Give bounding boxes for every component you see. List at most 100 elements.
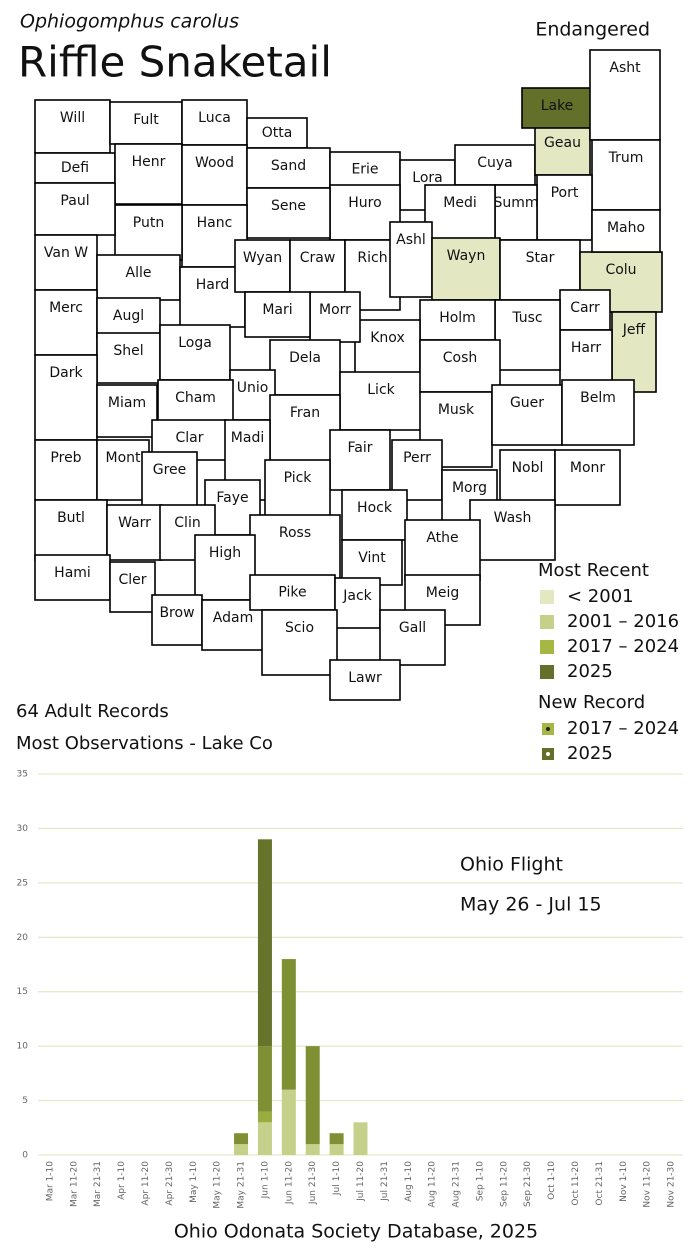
county <box>106 504 163 561</box>
legend-label: < 2001 <box>567 586 634 607</box>
county <box>34 554 111 601</box>
x-tick-label: Nov 21-30 <box>667 1161 677 1208</box>
county-label: Hanc <box>197 215 233 231</box>
y-tick-label: 20 <box>17 933 29 943</box>
county-label: Brow <box>159 605 194 621</box>
most-observations: Most Observations - Lake Co <box>16 733 273 754</box>
x-tick-label: Mar 11-20 <box>69 1161 79 1207</box>
county-label: Belm <box>580 390 616 406</box>
county <box>334 577 381 629</box>
county-label: Henr <box>132 154 166 170</box>
county <box>34 499 108 561</box>
county-label: Wood <box>195 155 234 171</box>
x-tick-label: Aug 1-10 <box>404 1161 414 1202</box>
county-label: Augl <box>113 308 144 324</box>
footer: Ohio Odonata Society Database, 2025 <box>174 1221 538 1243</box>
county <box>34 182 116 236</box>
county-label: Dela <box>289 350 321 366</box>
county-label: Unio <box>237 380 269 396</box>
county <box>246 117 308 149</box>
x-tick-label: Mar 1-10 <box>45 1161 55 1202</box>
county-label: Sand <box>271 158 306 174</box>
county <box>96 439 150 501</box>
county-label: Cosh <box>443 350 478 366</box>
county-label: Cler <box>118 572 146 588</box>
legend-title: Most Recent <box>538 560 649 581</box>
y-tick-label: 0 <box>22 1151 28 1161</box>
county <box>194 534 256 601</box>
county-label: Otta <box>262 125 293 141</box>
county-label: Port <box>551 185 579 201</box>
x-tick-label: Sep 11-20 <box>499 1161 509 1207</box>
x-tick-label: Aug 11-20 <box>428 1161 438 1208</box>
legend-label: 2017 – 2024 <box>567 718 679 739</box>
county-label: Warr <box>118 515 151 531</box>
status: Endangered <box>535 19 650 41</box>
legend-label: 2001 – 2016 <box>567 611 679 632</box>
county-label: Meig <box>426 585 459 601</box>
county-label: Clin <box>174 515 200 531</box>
legend-dot <box>546 752 550 756</box>
county-label: Gree <box>153 462 187 478</box>
x-tick-label: Aug 21-31 <box>452 1161 462 1208</box>
common-name: Riffle Snaketail <box>18 38 332 87</box>
county <box>34 234 98 291</box>
county-label: Morg <box>452 480 487 496</box>
county-label: Huro <box>348 195 381 211</box>
county-label: Ashl <box>396 232 426 248</box>
county <box>521 87 593 129</box>
bar <box>281 959 296 1090</box>
record-count: 64 Adult Records <box>16 701 169 722</box>
county-label: Defi <box>61 160 89 176</box>
bar <box>353 1122 368 1155</box>
legend-label: 2017 – 2024 <box>567 636 679 657</box>
county <box>249 514 341 586</box>
bar <box>257 1111 272 1123</box>
legend-swatch <box>540 615 554 629</box>
county-label: Lora <box>412 170 442 186</box>
county-label: Miam <box>108 395 146 411</box>
x-tick-label: May 21-31 <box>237 1161 247 1209</box>
bar <box>234 1133 249 1145</box>
county <box>494 299 561 371</box>
county-label: Wyan <box>243 250 282 266</box>
county-label: Star <box>526 250 555 266</box>
county-label: Musk <box>438 402 475 418</box>
county-label: Rich <box>357 250 387 266</box>
county <box>554 449 621 506</box>
county <box>96 332 161 384</box>
county-label: Erie <box>351 162 378 178</box>
county <box>264 459 331 521</box>
county-label: High <box>209 545 241 561</box>
county-label: Guer <box>510 395 544 411</box>
x-tick-label: Nov 1-10 <box>619 1161 629 1202</box>
county-label: Van W <box>44 245 88 261</box>
bar <box>329 1144 344 1155</box>
county-label: Gall <box>399 620 426 636</box>
county <box>34 99 111 154</box>
county-label: Medi <box>443 195 476 211</box>
county <box>157 379 234 426</box>
legend-swatch <box>540 590 554 604</box>
y-tick-label: 5 <box>22 1096 28 1106</box>
bar <box>257 1046 272 1112</box>
scientific-name: Ophiogomphus carolus <box>20 11 239 33</box>
county-label: Mont <box>105 450 141 466</box>
legend-label: 2025 <box>567 661 613 682</box>
county-label: Scio <box>285 620 314 636</box>
county-label: Mari <box>262 302 292 318</box>
x-tick-label: Jun 1-10 <box>260 1161 270 1200</box>
y-tick-label: 25 <box>17 878 28 888</box>
county-label: Knox <box>370 330 404 346</box>
county <box>246 187 331 239</box>
x-tick-label: May 11-20 <box>213 1161 223 1209</box>
county-label: Loga <box>178 335 212 351</box>
county <box>109 561 156 613</box>
county-label: Monr <box>570 460 606 476</box>
county <box>339 371 423 431</box>
county <box>534 124 591 176</box>
county <box>611 311 657 393</box>
county-label: Pike <box>278 585 306 601</box>
county-label: Cham <box>175 390 216 406</box>
